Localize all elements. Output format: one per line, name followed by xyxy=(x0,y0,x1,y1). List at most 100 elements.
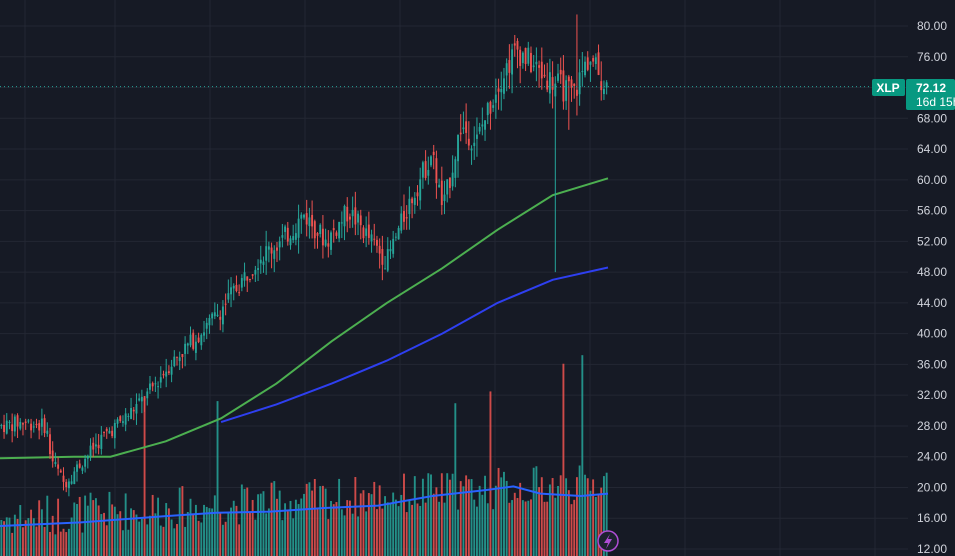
y-tick-label: 64.00 xyxy=(917,142,947,156)
volume-bar xyxy=(276,498,278,556)
candle-body xyxy=(130,408,133,419)
volume-bar xyxy=(3,521,5,556)
candle-body xyxy=(327,243,330,247)
volume-bar xyxy=(211,508,214,556)
volume-bar xyxy=(289,500,292,556)
candle-body xyxy=(603,88,605,95)
volume-bar xyxy=(538,487,541,556)
candle-body xyxy=(311,214,314,227)
volume-bar xyxy=(278,490,281,556)
volume-bar xyxy=(159,525,162,556)
candle-body xyxy=(362,227,365,239)
volume-bar xyxy=(205,506,208,556)
volume-bar xyxy=(600,487,603,556)
candle-body xyxy=(208,318,211,326)
candle-body xyxy=(113,422,116,439)
volume-bar xyxy=(394,499,397,556)
volume-bar xyxy=(467,479,470,556)
volume-bar xyxy=(489,391,492,556)
candle-body xyxy=(0,425,3,427)
volume-bar xyxy=(267,508,270,556)
volume-bar xyxy=(605,472,608,556)
y-axis: 80.0076.0072.0068.0064.0060.0056.0052.00… xyxy=(917,19,947,556)
volume-bar xyxy=(257,494,260,556)
volume-bar xyxy=(446,473,449,556)
volume-bar xyxy=(473,499,476,556)
volume-bar xyxy=(65,532,68,556)
flash-icon-button[interactable] xyxy=(597,530,619,552)
candle-body xyxy=(57,464,60,469)
candle-body xyxy=(462,127,465,130)
volume-bar xyxy=(186,511,189,556)
volume-bar xyxy=(78,496,81,556)
candle-body xyxy=(254,269,257,275)
volume-bar xyxy=(138,521,141,556)
volume-bar xyxy=(316,508,319,556)
volume-bar xyxy=(408,499,411,556)
volume-bar xyxy=(373,481,376,556)
volume-bar xyxy=(330,501,332,556)
candle-body xyxy=(386,249,389,271)
volume-bar xyxy=(292,518,295,556)
volume-bar xyxy=(581,355,584,556)
y-tick-label: 48.00 xyxy=(917,265,947,279)
volume-bar xyxy=(338,478,341,556)
candle-body xyxy=(249,278,251,280)
volume-bar xyxy=(11,532,14,556)
volume-bar xyxy=(397,506,400,556)
candle-body xyxy=(516,40,519,50)
volume-bar xyxy=(16,518,19,556)
volume-bar xyxy=(513,492,516,556)
candle-body xyxy=(473,142,476,147)
candle-body xyxy=(562,70,565,102)
candle-body xyxy=(594,57,597,65)
volume-bar xyxy=(351,513,354,556)
candle-body xyxy=(484,120,486,130)
ma-green-line xyxy=(0,177,609,460)
volume-bar xyxy=(221,524,224,556)
y-tick-label: 16.00 xyxy=(917,511,947,525)
candle-body xyxy=(575,89,578,96)
volume-bar xyxy=(562,363,565,556)
volume-bar xyxy=(13,514,16,556)
volume-bar xyxy=(511,500,514,556)
candle-body xyxy=(546,80,549,90)
candle-body xyxy=(116,419,119,424)
candle-body xyxy=(181,354,184,358)
volume-bar xyxy=(70,517,73,556)
candle-body xyxy=(411,198,414,204)
volume-bar xyxy=(324,488,327,556)
candle-body xyxy=(251,274,254,276)
candle-body xyxy=(384,268,387,270)
volume-bar xyxy=(378,485,381,556)
candle-body xyxy=(505,63,508,76)
volume-bar xyxy=(19,505,22,556)
volume-bar xyxy=(305,483,308,556)
volume-bar xyxy=(430,474,432,556)
volume-bar xyxy=(173,528,176,556)
y-tick-label: 52.00 xyxy=(917,234,947,248)
candle-body xyxy=(392,238,395,254)
volume-bar xyxy=(284,503,287,556)
candle-body xyxy=(276,247,278,251)
candle-body xyxy=(565,80,568,101)
volume-bar xyxy=(73,502,76,556)
volume-bar xyxy=(43,527,46,556)
candle-body xyxy=(338,221,341,239)
volume-bar xyxy=(170,519,173,556)
volume-bar xyxy=(167,508,170,556)
candle-body xyxy=(535,61,538,65)
volume-bar xyxy=(62,528,65,556)
candle-body xyxy=(394,236,397,238)
candle-body xyxy=(211,313,214,319)
volume-bar xyxy=(494,485,497,556)
volume-bar xyxy=(89,492,92,556)
volume-bar xyxy=(530,499,532,556)
volume-bar xyxy=(354,477,357,556)
volume-bar xyxy=(40,509,43,556)
candle-body xyxy=(40,418,43,427)
y-tick-label: 28.00 xyxy=(917,419,947,433)
volume-bar xyxy=(594,496,597,556)
candle-body xyxy=(184,343,187,354)
volume-bar xyxy=(54,534,57,556)
